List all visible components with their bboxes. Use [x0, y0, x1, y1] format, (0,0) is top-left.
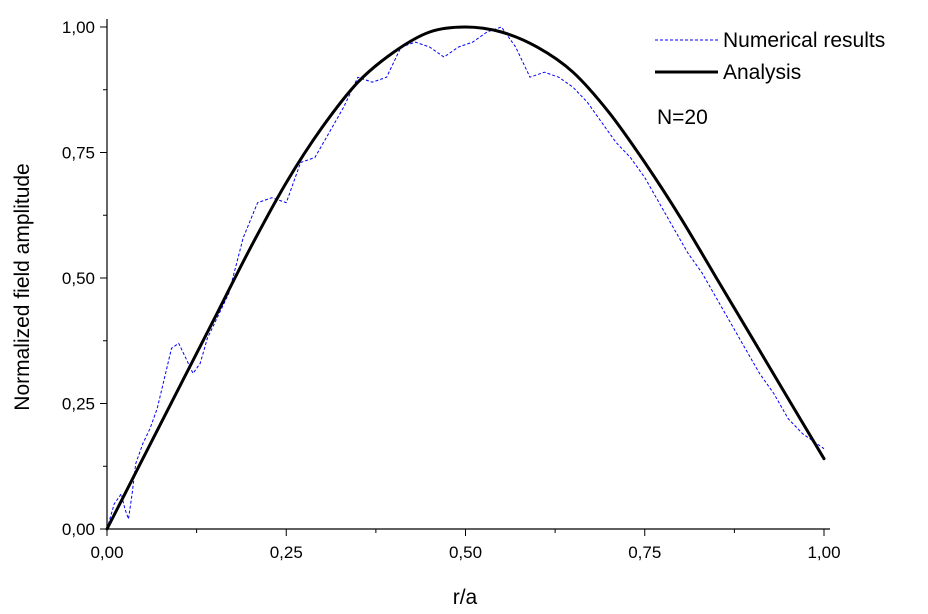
legend: Numerical results Analysis — [655, 29, 885, 84]
legend-label-numerical: Numerical results — [723, 29, 885, 52]
x-tick-label: 0,00 — [90, 543, 123, 562]
axes — [106, 19, 830, 530]
x-tick-label: 1,00 — [807, 543, 840, 562]
x-tick-label: 0,25 — [270, 543, 303, 562]
series-numerical-results — [106, 26, 825, 530]
x-tick-label: 0,50 — [449, 543, 482, 562]
y-tick-label: 0,00 — [62, 520, 95, 539]
legend-label-analysis: Analysis — [723, 61, 801, 84]
y-tick-label: 0,25 — [62, 395, 95, 414]
y-axis-title: Normalized field amplitude — [11, 163, 34, 410]
x-tick-label: 0,75 — [628, 543, 661, 562]
ticks-layer: 0,00 0,25 0,50 0,75 1,00 0,00 0,25 0,50 0,75 1,00 — [62, 18, 841, 562]
x-axis-title: r/a — [453, 586, 478, 609]
series-analysis — [105, 25, 826, 531]
y-tick-label: 0,50 — [62, 269, 95, 288]
series-layer — [105, 25, 826, 531]
y-tick-label: 1,00 — [62, 18, 95, 37]
annotation-n20: N=20 — [657, 106, 708, 129]
y-tick-label: 0,75 — [62, 144, 95, 163]
